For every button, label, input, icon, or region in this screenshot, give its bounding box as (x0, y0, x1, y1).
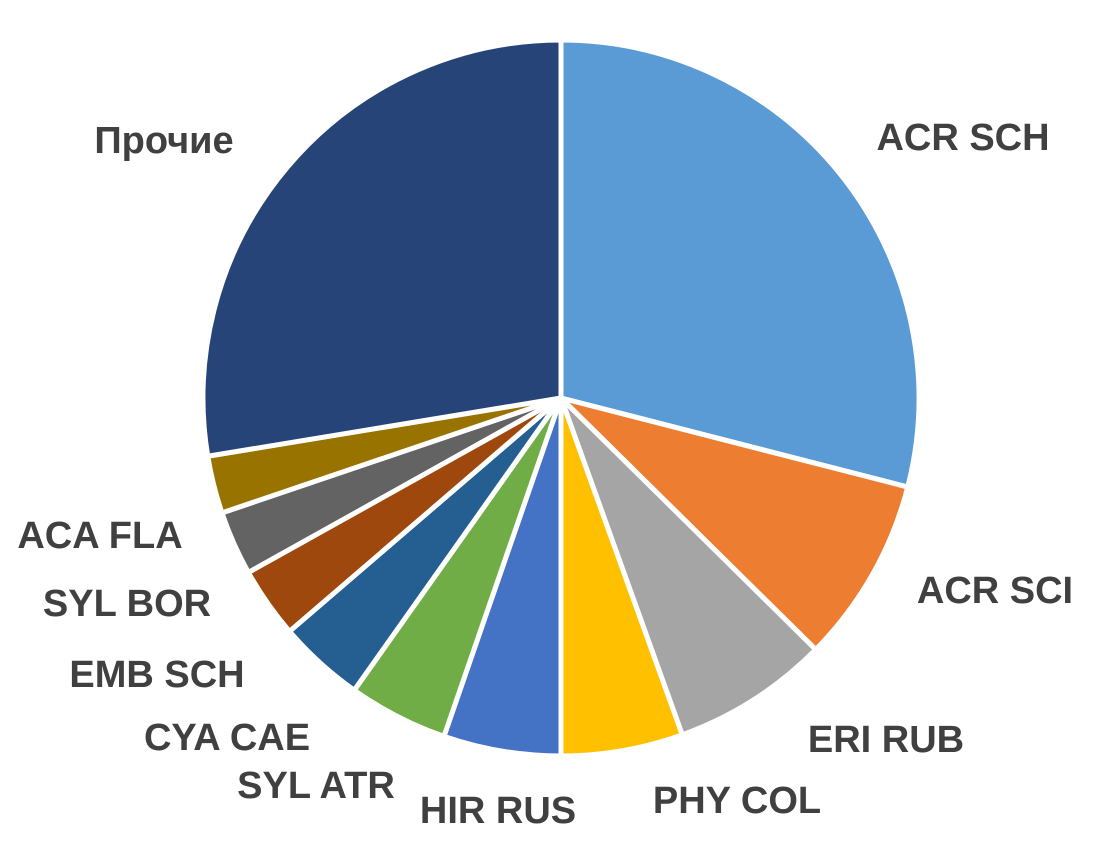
pie-label-3: PHY COL (653, 780, 821, 822)
pie-slice-прочие (200, 37, 564, 460)
pie-label-2: ERI RUB (808, 719, 964, 761)
pie-slice-acr-sch (558, 37, 922, 491)
pie-label-4: HIR RUS (420, 790, 576, 832)
pie-slice-acr-sci (552, 393, 911, 654)
pie-label-6: CYA CAE (144, 717, 310, 759)
pie-label-10: Прочие (94, 120, 233, 162)
pie-label-0: ACR SCH (876, 117, 1049, 159)
pie-slices (200, 37, 922, 759)
pie-label-9: ACA FLA (17, 515, 182, 557)
pie-labels: ACR SCH ACR SCI ERI RUB PHY COL HIR RUS SYL A… (17, 117, 1073, 832)
pie-label-8: SYL BOR (43, 583, 211, 625)
pie-label-1: ACR SCI (917, 570, 1073, 612)
pie-label-7: EMB SCH (69, 654, 244, 696)
pie-label-5: SYL ATR (237, 765, 395, 807)
pie-slice-eri-rub (558, 396, 820, 739)
